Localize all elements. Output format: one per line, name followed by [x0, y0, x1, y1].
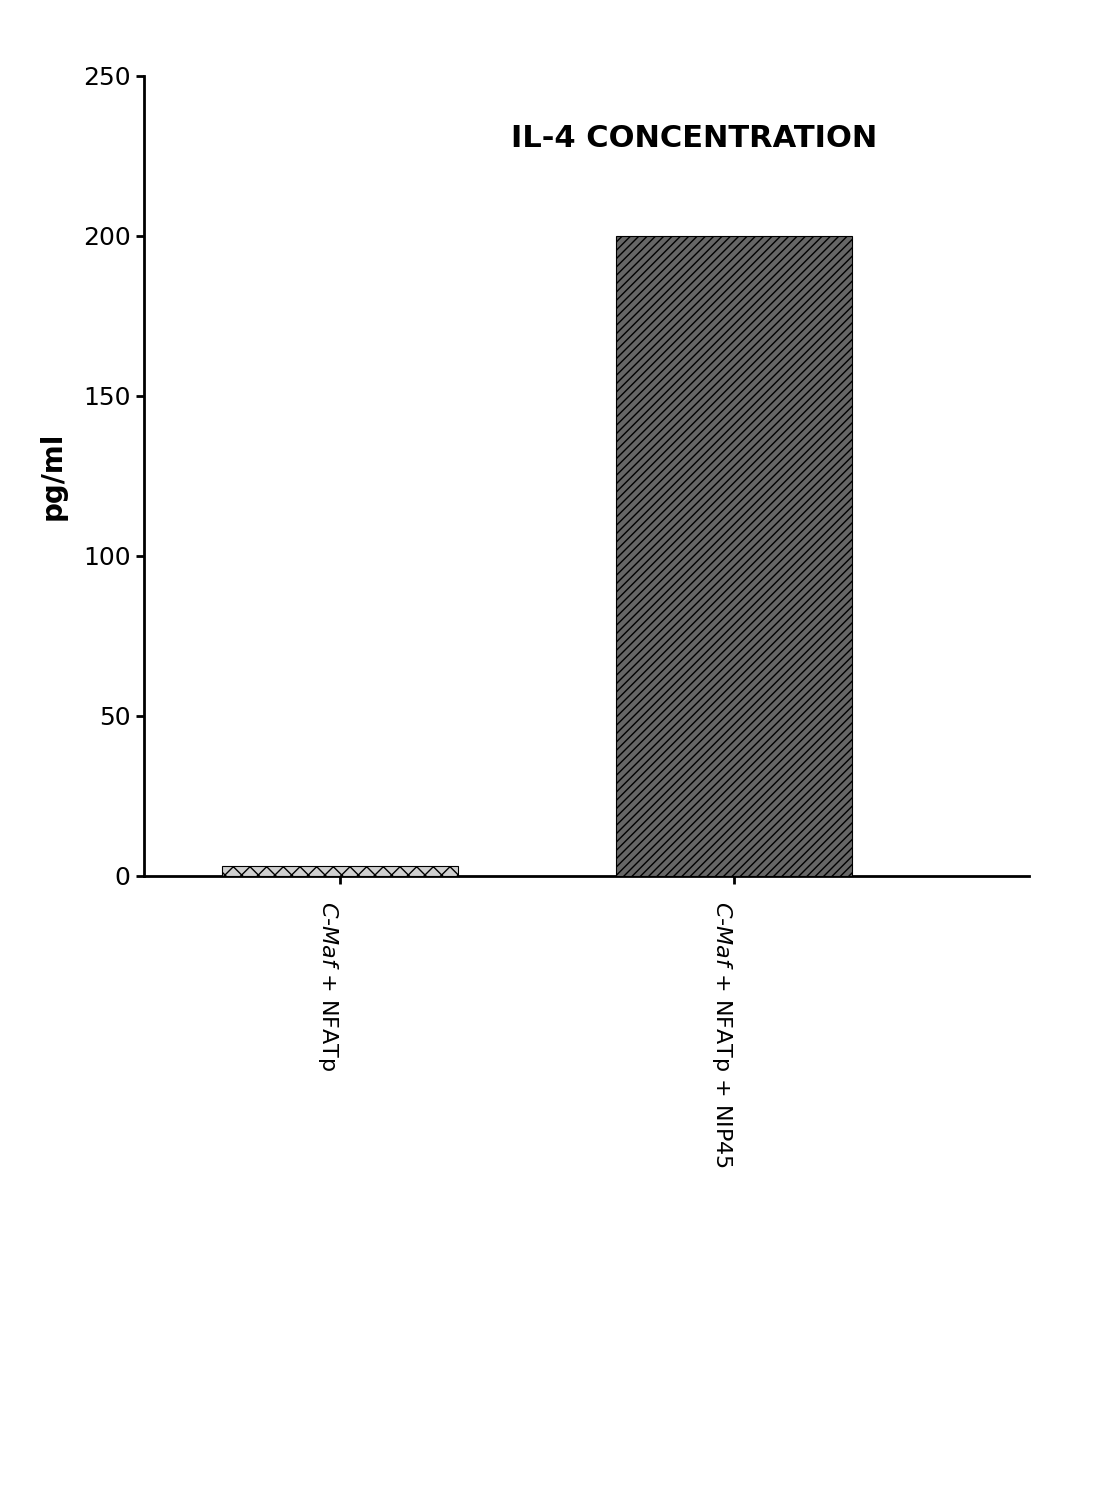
Y-axis label: pg/ml: pg/ml [39, 432, 66, 519]
Bar [222, 867, 458, 876]
Text: IL-4 CONCENTRATION: IL-4 CONCENTRATION [511, 124, 877, 153]
Text: $\it{C}$-$\it{Maf}$ + NFATp: $\it{C}$-$\it{Maf}$ + NFATp [316, 901, 341, 1072]
Bar [616, 236, 852, 876]
Text: $\it{C}$-$\it{Maf}$ + NFATp + NIP45: $\it{C}$-$\it{Maf}$ + NFATp + NIP45 [710, 901, 733, 1169]
